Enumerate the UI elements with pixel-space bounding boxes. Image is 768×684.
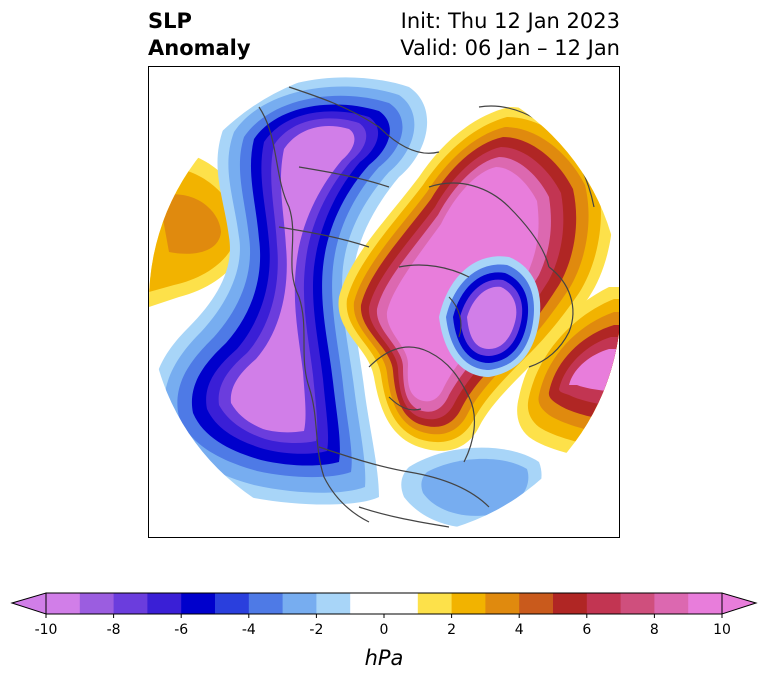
- colorbar-bin: [519, 593, 554, 614]
- colorbar-tick-label: -8: [106, 622, 121, 638]
- colorbar-bin: [417, 593, 453, 614]
- negative-anomaly-arctic: [439, 256, 541, 377]
- colorbar-bin: [282, 593, 317, 614]
- colorbar-tick-label: -4: [241, 622, 256, 638]
- variable-title-line1: SLP: [148, 9, 192, 33]
- colorbar-tick-label: 10: [713, 622, 731, 638]
- colorbar-extend-low: [10, 592, 47, 615]
- colorbar-tick-label: 2: [447, 622, 457, 638]
- colorbar-bin: [147, 593, 182, 614]
- variable-title-line2: Anomaly: [148, 36, 251, 60]
- colorbar-bin: [215, 593, 250, 614]
- colorbar-bin: [316, 593, 351, 614]
- colorbar-unit-label: hPa: [364, 646, 404, 670]
- init-date-label: Init: Thu 12 Jan 2023: [400, 9, 620, 33]
- colorbar-bin: [248, 593, 284, 614]
- colorbar-bin: [485, 593, 520, 614]
- map-panel: [148, 66, 620, 538]
- colorbar-tick-label: -2: [309, 622, 324, 638]
- colorbar-bin: [113, 593, 148, 614]
- colorbar-tick-label: 0: [379, 622, 389, 638]
- colorbar: [10, 592, 758, 618]
- colorbar-bin: [350, 593, 419, 614]
- date-info: Init: Thu 12 Jan 2023 Valid: 06 Jan – 12…: [400, 8, 620, 62]
- colorbar-bin: [181, 593, 216, 614]
- colorbar-bin: [79, 593, 115, 614]
- colorbar-tick-label: -10: [34, 622, 58, 638]
- colorbar-bin: [553, 593, 588, 614]
- colorbar-tick-label: 4: [514, 622, 524, 638]
- colorbar-bin: [620, 593, 655, 614]
- colorbar-bin: [46, 593, 81, 614]
- colorbar-tick-label: -6: [174, 622, 189, 638]
- colorbar-tick-label: 8: [649, 622, 659, 638]
- negative-anomaly-west: [151, 77, 428, 505]
- valid-range-label: Valid: 06 Jan – 12 Jan: [400, 36, 620, 60]
- colorbar-extend-high: [721, 592, 758, 615]
- colorbar-bin: [451, 593, 486, 614]
- colorbar-tick-label: 6: [582, 622, 592, 638]
- colorbar-bin: [586, 593, 622, 614]
- map-title: SLP Anomaly: [148, 8, 251, 62]
- anomaly-map: [149, 67, 619, 537]
- coastlines: [258, 86, 595, 528]
- colorbar-bin: [688, 593, 723, 614]
- colorbar-bin: [654, 593, 689, 614]
